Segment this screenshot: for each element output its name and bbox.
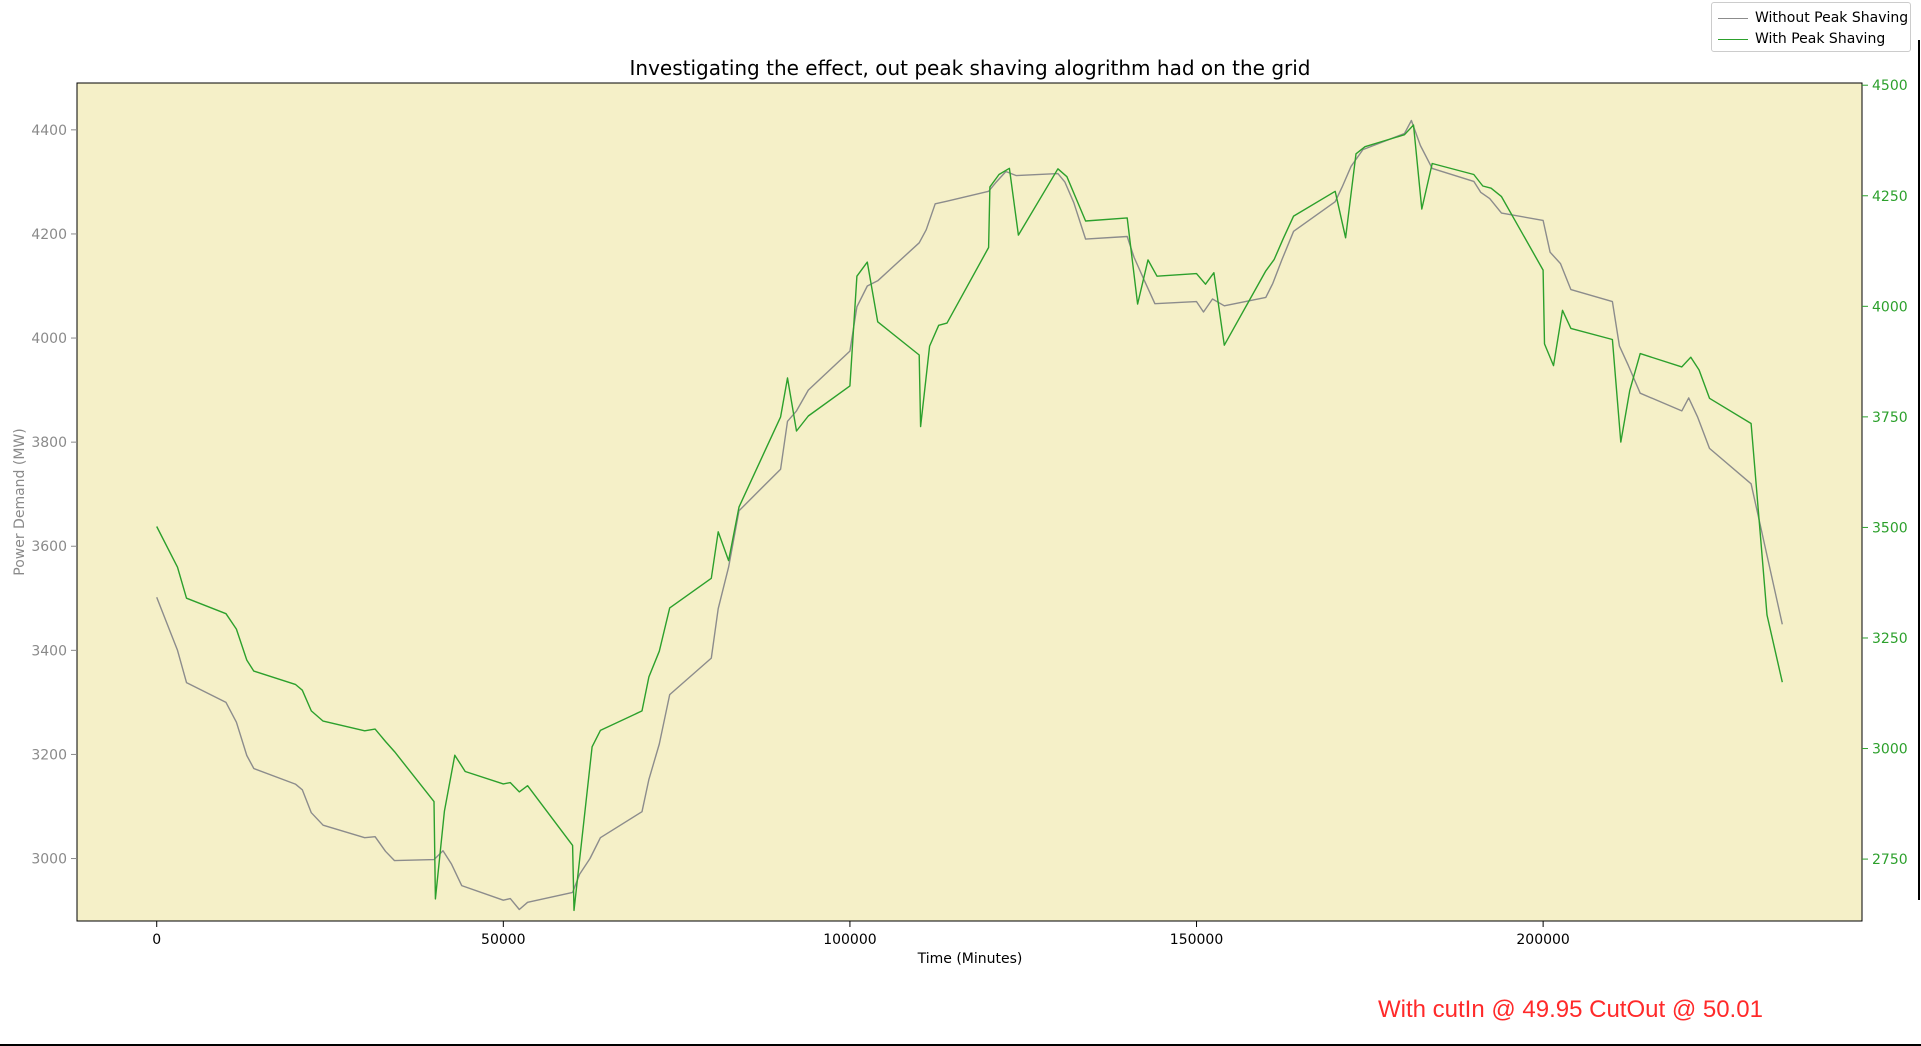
bottom-border [0, 1044, 1921, 1046]
annotation-text: With cutIn @ 49.95 CutOut @ 50.01 [1378, 996, 1763, 1023]
chart-title: Investigating the effect, out peak shavi… [630, 56, 1311, 80]
y-left-tick-label: 3600 [31, 539, 67, 555]
legend-label-without-peak-shaving: Without Peak Shaving [1755, 10, 1909, 26]
x-axis-ticks: 0 50000 100000 150000 200000 [152, 921, 1570, 948]
y-left-tick-label: 4000 [31, 331, 67, 347]
x-tick-label: 150000 [1170, 932, 1223, 948]
y-right-tick-label: 4250 [1872, 189, 1908, 205]
y-left-tick-label: 3400 [31, 643, 67, 659]
x-tick-label: 50000 [481, 932, 526, 948]
y-left-tick-label: 3000 [31, 852, 67, 868]
y-right-tick-label: 3250 [1872, 631, 1908, 647]
x-axis-label: Time (Minutes) [917, 951, 1023, 967]
x-tick-label: 200000 [1516, 932, 1569, 948]
x-tick-label: 100000 [823, 932, 876, 948]
y-axis-left-label: Power Demand (MW) [12, 428, 28, 575]
y-left-tick-label: 4200 [31, 227, 67, 243]
x-tick-label: 0 [152, 932, 161, 948]
y-axis-right-ticks: 2750 3000 3250 3500 3750 4000 4250 4500 [1862, 78, 1908, 868]
plot-area [76, 82, 1863, 922]
y-right-tick-label: 3500 [1872, 520, 1908, 536]
y-right-tick-label: 2750 [1872, 852, 1908, 868]
legend-swatch-with-peak-shaving [1718, 39, 1748, 40]
legend-item-with-peak-shaving: With Peak Shaving [1712, 30, 1912, 50]
y-left-tick-label: 4400 [31, 123, 67, 139]
y-right-tick-label: 4500 [1872, 78, 1908, 94]
y-axis-left-ticks: 3000 3200 3400 3600 3800 4000 4200 4400 [31, 123, 77, 868]
y-right-tick-label: 3750 [1872, 410, 1908, 426]
series-layer [156, 119, 1783, 912]
y-left-tick-label: 3800 [31, 435, 67, 451]
y-right-tick-label: 3000 [1872, 742, 1908, 758]
legend-swatch-without-peak-shaving [1718, 18, 1748, 19]
legend: Without Peak Shaving With Peak Shaving [1711, 2, 1911, 52]
legend-item-without-peak-shaving: Without Peak Shaving [1712, 9, 1912, 29]
right-border [1918, 40, 1920, 900]
y-right-tick-label: 4000 [1872, 299, 1908, 315]
legend-label-with-peak-shaving: With Peak Shaving [1755, 31, 1886, 47]
series-line-without-peak-shaving [156, 119, 1783, 911]
series-line-with-peak-shaving [156, 124, 1783, 912]
y-left-tick-label: 3200 [31, 747, 67, 763]
